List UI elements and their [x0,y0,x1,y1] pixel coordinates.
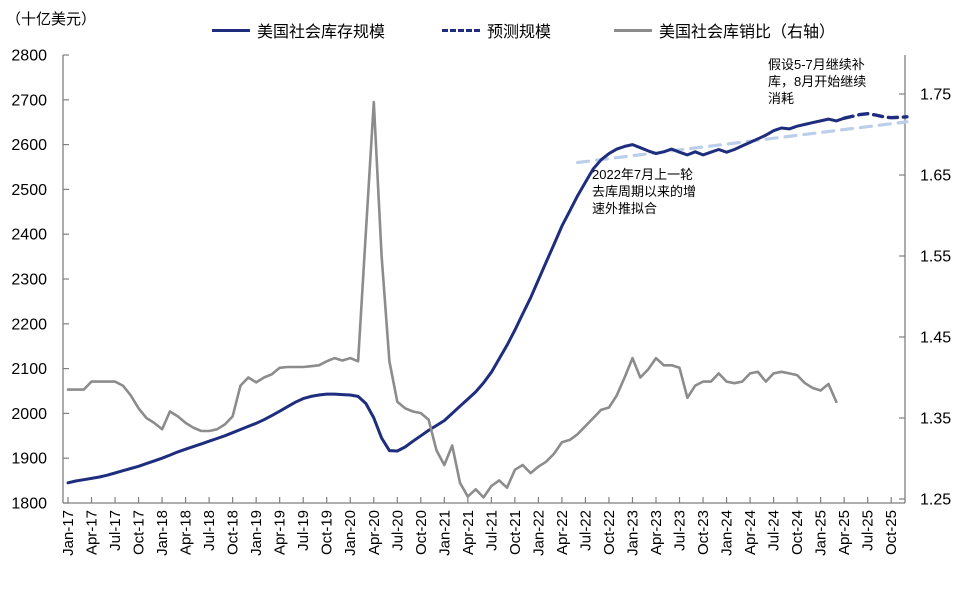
right-tick-label: 1.35 [920,411,951,428]
series-trend-fit-line [575,120,909,165]
legend-label-inventory: 美国社会库存规模 [257,24,386,41]
left-tick-label: 2600 [11,137,47,154]
left-tick-label: 2800 [11,48,47,65]
x-tick-label: Apr-18 [178,510,195,555]
left-tick-label: 2500 [11,182,47,199]
axis-unit-label: （十亿美元） [6,11,97,28]
left-tick-label: 2200 [11,316,47,333]
series-inventory-line [66,116,846,485]
left-tick-label: 2000 [11,406,47,423]
legend-item-inventory: 美国社会库存规模 [212,18,385,42]
x-tick-label: Oct-19 [319,510,336,555]
x-tick-label: Jan-24 [719,510,736,556]
x-tick-label: Jan-18 [154,510,171,556]
legend-line-dashed-navy [442,28,480,32]
x-tick-label: Apr-25 [836,510,853,555]
right-tick-label: 1.25 [920,492,951,509]
x-tick-label: Oct-25 [883,510,900,555]
legend-line-solid-navy [212,28,250,32]
x-tick-label: Jul-24 [766,510,783,551]
x-tick-label: Oct-17 [131,510,148,555]
annotation-forecast-assumption: 假设5-7月继续补库，8月开始继续消耗 [768,57,867,107]
series-forecast-line [842,111,909,120]
right-tick-label: 1.45 [920,330,951,347]
x-tick-label: Oct-23 [695,510,712,555]
x-tick-label: Jan-21 [436,510,453,556]
left-tick-label: 2300 [11,272,47,289]
annotation-trend-fit: 2022年7月上一轮去库周期以来的增速外推拟合 [592,167,697,217]
x-tick-label: Oct-24 [789,510,806,555]
x-tick-label: Apr-19 [272,510,289,555]
x-tick-label: Apr-24 [742,510,759,555]
x-tick-label: Jan-25 [813,510,830,556]
right-tick-label: 1.55 [920,249,951,266]
x-tick-label: Jan-23 [624,510,641,556]
x-tick-label: Apr-21 [460,510,477,555]
right-tick-label: 1.65 [920,168,951,185]
x-tick-label: Jul-21 [483,510,500,551]
legend-item-ratio: 美国社会库销比（右轴） [614,18,835,42]
x-tick-label: Jan-20 [342,510,359,556]
left-tick-label: 1800 [11,496,47,513]
x-tick-label: Jul-19 [295,510,312,551]
x-tick-label: Jul-23 [672,510,689,551]
x-tick-label: Jan-19 [248,510,265,556]
x-tick-label: Oct-18 [225,510,242,555]
x-tick-label: Jan-22 [530,510,547,556]
left-tick-label: 2700 [11,92,47,109]
left-tick-label: 2100 [11,361,47,378]
left-tick-label: 2400 [11,227,47,244]
x-tick-label: Jul-22 [577,510,594,551]
right-tick-label: 1.75 [920,87,951,104]
series-ratio-line [66,100,838,499]
left-tick-label: 1900 [11,451,47,468]
x-tick-label: Jan-17 [60,510,77,556]
x-tick-label: Apr-20 [366,510,383,555]
legend-line-solid-gray [614,28,652,32]
x-tick-label: Jul-17 [107,510,124,551]
legend-label-ratio: 美国社会库销比（右轴） [659,24,836,41]
legend-item-forecast: 预测规模 [442,18,551,42]
x-tick-label: Apr-22 [554,510,571,555]
x-tick-label: Jul-20 [389,510,406,551]
x-tick-label: Apr-23 [648,510,665,555]
x-tick-label: Oct-20 [413,510,430,555]
x-tick-label: Oct-21 [507,510,524,555]
x-tick-label: Apr-17 [84,510,101,555]
x-tick-label: Jul-25 [860,510,877,551]
x-tick-label: Oct-22 [601,510,618,555]
legend-label-forecast: 预测规模 [487,24,552,41]
x-tick-label: Jul-18 [201,510,218,551]
